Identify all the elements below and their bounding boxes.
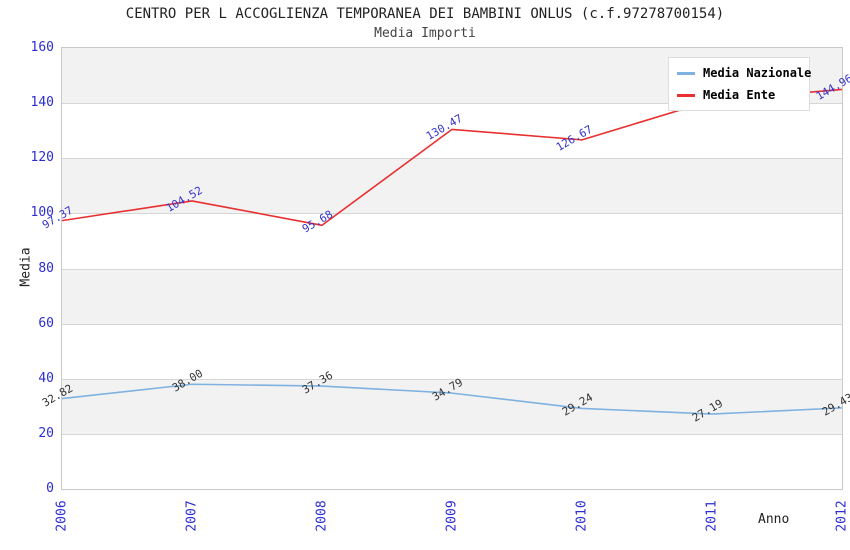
x-axis-title: Anno	[758, 512, 790, 527]
y-tick-label: 40	[38, 370, 54, 386]
grid-line	[62, 323, 842, 325]
y-tick-label: 140	[30, 95, 54, 111]
y-tick-label: 20	[38, 425, 54, 441]
grid-band	[62, 378, 842, 434]
chart-subtitle: Media Importi	[374, 26, 476, 41]
y-tick-label: 60	[38, 315, 54, 331]
grid-band	[62, 323, 842, 379]
grid-line	[62, 103, 842, 105]
grid-line	[62, 213, 842, 215]
legend-label: Media Ente	[703, 88, 776, 102]
grid-band	[62, 433, 842, 489]
legend: Media Nazionale Media Ente	[668, 57, 811, 111]
legend-swatch	[677, 93, 695, 97]
grid-line	[62, 268, 842, 270]
y-tick-label: 120	[30, 150, 54, 166]
legend-item: Media Nazionale	[677, 66, 811, 80]
legend-label: Media Nazionale	[703, 66, 812, 80]
grid-line	[62, 158, 842, 160]
legend-item: Media Ente	[677, 88, 801, 102]
y-tick-label: 80	[38, 260, 54, 276]
legend-swatch	[677, 71, 695, 75]
grid-band	[62, 213, 842, 269]
chart-title: CENTRO PER L ACCOGLIENZA TEMPORANEA DEI …	[125, 6, 725, 22]
grid-line	[62, 378, 842, 380]
grid-line	[62, 433, 842, 435]
y-tick-label: 100	[30, 205, 54, 221]
y-tick-label: 160	[30, 40, 54, 55]
series-line-media-nazionale	[62, 383, 842, 415]
y-tick-label: 0	[46, 481, 54, 496]
grid-band	[62, 103, 842, 159]
plot-area	[62, 48, 842, 489]
grid-band	[62, 268, 842, 324]
grid-band	[62, 158, 842, 214]
